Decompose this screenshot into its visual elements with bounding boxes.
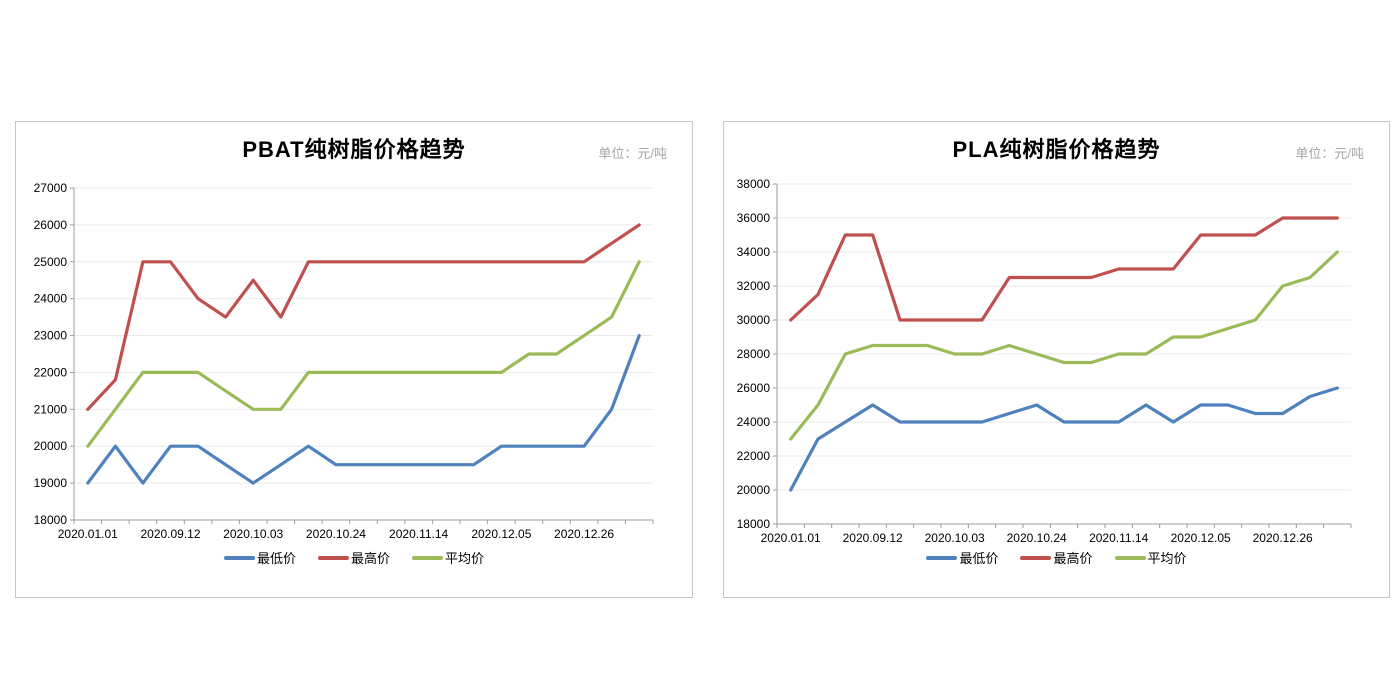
x-tick-label: 2020.11.14 [389,527,448,541]
legend-line-swatch [223,555,255,560]
y-tick-label: 28000 [737,347,771,361]
y-tick-label: 26000 [737,381,771,395]
y-tick-label: 18000 [34,513,68,527]
plot-area: 18000 20000 22000 24000 26000 28000 30000 32000… [737,177,1352,545]
x-tick-label: 2020.12.26 [1253,531,1313,545]
chart-legend: 最低价 最高价 平均价 [16,548,692,567]
y-tick-label: 36000 [737,211,771,225]
y-tick-label: 27000 [34,181,68,195]
x-tick-label: 2020.10.24 [306,527,366,541]
legend-item-min-price: 最低价 [223,548,296,567]
x-tick-label: 2020.12.26 [554,527,614,541]
legend-label: 最高价 [350,551,390,566]
legend-item-min-price: 最低价 [926,548,998,567]
y-tick-label: 24000 [737,415,771,429]
y-tick-label: 20000 [737,483,771,497]
y-tick-label: 34000 [737,245,771,259]
pbat-price-trend-chart: PBAT纯树脂价格趋势 单位：元/吨 18000 19000 20000 21000 2… [15,121,693,598]
chart-title: PBAT纯树脂价格趋势 [242,137,466,162]
x-tick-label: 2020.10.03 [925,531,985,545]
x-tick-label: 2020.10.03 [223,527,283,541]
pla-price-trend-chart: PLA纯树脂价格趋势 单位：元/吨 18000 20000 22000 24000 26… [723,121,1390,598]
y-tick-label: 30000 [737,313,771,327]
legend-line-swatch [317,555,349,560]
chart-title: PLA纯树脂价格趋势 [952,137,1161,162]
series-line-0 [86,334,641,485]
y-tick-label: 21000 [34,402,68,416]
legend-item-avg-price: 平均价 [412,548,484,567]
x-tick-label: 2020.01.01 [58,527,118,541]
legend-item-max-price: 最高价 [1020,548,1093,567]
legend-item-max-price: 最高价 [317,548,390,567]
x-tick-label: 2020.09.12 [140,527,200,541]
x-tick-label: 2020.12.05 [1171,531,1231,545]
y-tick-label: 22000 [737,449,771,463]
y-tick-label: 22000 [34,365,68,379]
x-tick-label: 2020.12.05 [471,527,531,541]
y-tick-label: 25000 [34,255,68,269]
legend-label: 最低价 [256,551,296,566]
y-tick-label: 38000 [737,177,771,191]
legend-item-avg-price: 平均价 [1114,548,1187,567]
legend-label: 最低价 [959,551,999,566]
x-tick-label: 2020.09.12 [843,531,903,545]
legend-line-swatch [412,555,443,560]
y-tick-label: 23000 [34,329,68,343]
chart-legend: 最低价 最高价 平均价 [724,548,1389,567]
series-line-2 [789,250,1339,441]
legend-line-swatch [1114,555,1146,560]
series-line-2 [86,260,641,448]
x-tick-label: 2020.01.01 [761,531,821,545]
unit-label: 单位：元/吨 [598,146,667,161]
legend-label: 平均价 [445,551,485,566]
legend-line-swatch [1020,555,1052,560]
legend-line-swatch [926,555,958,560]
legend-label: 平均价 [1147,551,1187,566]
plot-area: 18000 19000 20000 21000 22000 23000 24000 25000… [34,181,654,541]
series-line-1 [86,223,641,411]
y-tick-label: 19000 [34,476,68,490]
series-line-0 [789,386,1339,492]
y-tick-label: 26000 [34,218,68,232]
y-tick-label: 20000 [34,439,68,453]
series-line-1 [789,216,1339,322]
unit-label: 单位：元/吨 [1295,146,1364,161]
x-tick-label: 2020.10.24 [1007,531,1067,545]
y-tick-label: 18000 [737,517,771,531]
legend-label: 最高价 [1053,551,1093,566]
y-tick-label: 32000 [737,279,771,293]
x-tick-label: 2020.11.14 [1089,531,1148,545]
y-tick-label: 24000 [34,292,68,306]
